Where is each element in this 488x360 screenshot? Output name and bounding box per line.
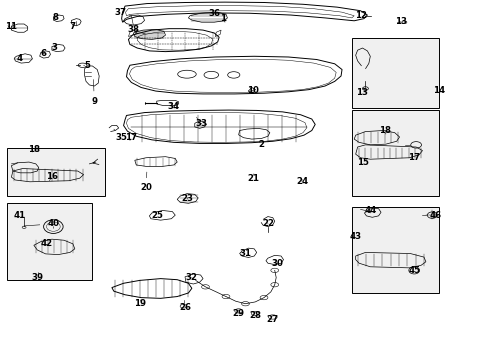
Text: 43: 43 xyxy=(349,232,361,241)
Text: 38: 38 xyxy=(127,25,144,34)
Text: 32: 32 xyxy=(185,273,198,282)
Text: 26: 26 xyxy=(179,303,191,312)
Text: 21: 21 xyxy=(247,174,259,183)
Text: 3: 3 xyxy=(51,43,57,52)
Text: 8: 8 xyxy=(52,13,58,22)
Text: 13: 13 xyxy=(394,17,406,26)
Text: 39: 39 xyxy=(31,273,43,282)
Text: 2: 2 xyxy=(258,140,264,149)
Text: 9: 9 xyxy=(91,80,97,105)
Text: 22: 22 xyxy=(262,219,273,228)
Text: 27: 27 xyxy=(266,315,278,324)
Text: 35: 35 xyxy=(114,129,127,142)
Text: 12: 12 xyxy=(354,11,366,20)
Text: 16: 16 xyxy=(46,172,58,181)
Bar xyxy=(351,110,438,196)
Text: 29: 29 xyxy=(232,309,244,318)
Text: 18: 18 xyxy=(28,145,40,154)
Text: 13: 13 xyxy=(356,87,368,96)
Text: 31: 31 xyxy=(239,249,251,258)
Text: 24: 24 xyxy=(295,177,307,186)
Text: 17: 17 xyxy=(407,153,419,162)
Text: 37: 37 xyxy=(114,8,131,17)
Text: 42: 42 xyxy=(41,239,53,248)
Text: 4: 4 xyxy=(16,54,22,63)
Text: 30: 30 xyxy=(271,259,283,268)
Text: 36: 36 xyxy=(208,9,220,18)
Text: 23: 23 xyxy=(181,194,193,203)
Text: 28: 28 xyxy=(249,311,261,320)
Text: 25: 25 xyxy=(151,211,163,220)
Text: 20: 20 xyxy=(140,172,152,192)
Text: 45: 45 xyxy=(407,266,419,275)
Text: 15: 15 xyxy=(356,158,367,167)
Bar xyxy=(351,39,438,108)
Text: 33: 33 xyxy=(195,119,207,128)
Text: 41: 41 xyxy=(13,211,25,220)
Bar xyxy=(7,203,92,280)
Text: 17: 17 xyxy=(125,133,137,142)
Text: 10: 10 xyxy=(247,86,259,95)
Text: 19: 19 xyxy=(133,299,145,308)
Text: 5: 5 xyxy=(83,61,90,70)
Text: 34: 34 xyxy=(167,102,180,111)
Text: 46: 46 xyxy=(428,211,441,220)
Text: 11: 11 xyxy=(5,22,18,31)
Text: 18: 18 xyxy=(378,126,390,135)
Text: 7: 7 xyxy=(70,22,76,31)
Bar xyxy=(7,148,104,196)
Text: 6: 6 xyxy=(41,49,46,58)
Bar xyxy=(351,207,438,293)
Text: 1: 1 xyxy=(219,14,225,23)
Text: 14: 14 xyxy=(432,86,445,95)
Text: 40: 40 xyxy=(47,219,59,228)
Text: 44: 44 xyxy=(364,206,376,215)
